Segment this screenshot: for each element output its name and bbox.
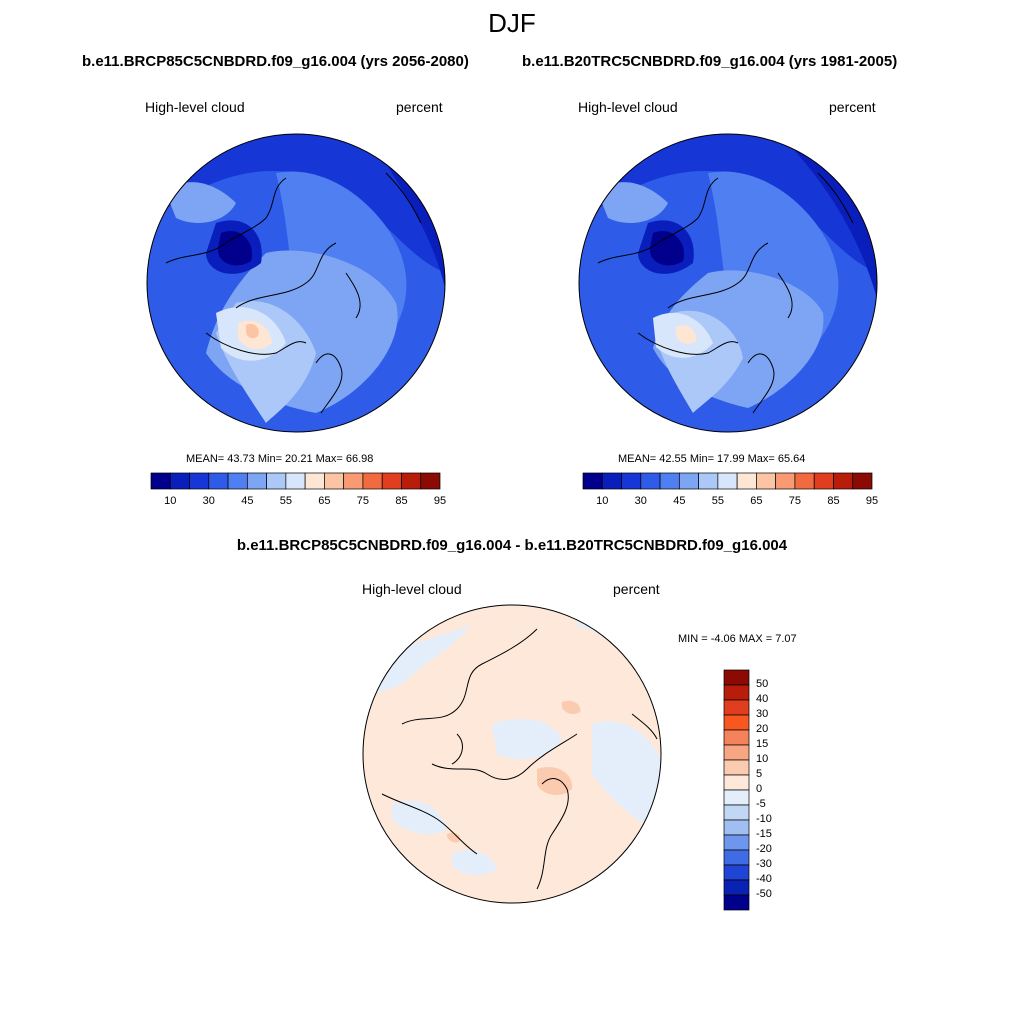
diff-colorbar-box bbox=[723, 864, 750, 881]
panel-a-colorbar-box bbox=[227, 472, 248, 490]
panel-b-colorbar-box bbox=[698, 472, 719, 490]
panel-b-colorbar-tick-label: 85 bbox=[827, 495, 840, 507]
diff-colorbar-label: -5 bbox=[756, 798, 766, 810]
panel-b-colorbar-box bbox=[736, 472, 757, 490]
diff-map bbox=[362, 604, 662, 904]
panel-b-colorbar-tick-label: 30 bbox=[634, 495, 647, 507]
panel-a-stats: MEAN= 43.73 Min= 20.21 Max= 66.98 bbox=[186, 453, 374, 465]
panel-b-colorbar-tick-label: 65 bbox=[750, 495, 763, 507]
diff-colorbar-box bbox=[723, 699, 750, 716]
panel-b-colorbar-box bbox=[621, 472, 642, 490]
panel-b-colorbar-tick-label: 75 bbox=[788, 495, 802, 507]
panel-a-colorbar-tick-label: 95 bbox=[433, 495, 447, 507]
panel-a-colorbar-tick-label: 10 bbox=[164, 495, 177, 507]
panel-a-map bbox=[146, 133, 446, 433]
diff-colorbar-box bbox=[723, 669, 750, 686]
panel-b-colorbar-box bbox=[582, 472, 603, 490]
diff-colorbar-box bbox=[723, 714, 750, 731]
panel-a-colorbar-box bbox=[189, 472, 210, 490]
panel-a-colorbar-box bbox=[324, 472, 345, 490]
panel-b-colorbar bbox=[582, 472, 873, 490]
panel-b-colorbar-ticks: 10 30 45 55 65 75 85 95 bbox=[583, 495, 878, 509]
panel-a-variable: High-level cloud bbox=[145, 99, 245, 115]
panel-b-colorbar-box bbox=[601, 472, 622, 490]
panel-a-colorbar-box bbox=[381, 472, 402, 490]
panel-b-colorbar-box bbox=[852, 472, 873, 490]
diff-colorbar-label: 10 bbox=[756, 753, 769, 765]
diff-colorbar-labels: 50 40 30 20 15 10 5 0 -5 -10 -15 -20 -30 -40 -50 bbox=[756, 670, 796, 910]
panel-a-colorbar-box bbox=[208, 472, 229, 490]
diff-colorbar-box bbox=[723, 789, 750, 806]
diff-colorbar-box bbox=[723, 804, 750, 821]
figure-title: DJF bbox=[488, 8, 536, 38]
panel-b-colorbar-box bbox=[775, 472, 796, 490]
panel-a-colorbar-tick-label: 75 bbox=[356, 495, 370, 507]
diff-colorbar-label: 5 bbox=[756, 768, 763, 780]
panel-b-colorbar-box bbox=[756, 472, 777, 490]
diff-colorbar-label: 50 bbox=[756, 678, 769, 690]
panel-b-colorbar-tick-label: 10 bbox=[596, 495, 609, 507]
panel-b-colorbar-box bbox=[833, 472, 854, 490]
panel-a-colorbar-box bbox=[285, 472, 306, 490]
diff-colorbar-box bbox=[723, 684, 750, 701]
diff-colorbar-label: -10 bbox=[756, 813, 772, 825]
diff-colorbar-box bbox=[723, 894, 750, 911]
panel-a-colorbar-box bbox=[169, 472, 190, 490]
panel-a-colorbar-box bbox=[246, 472, 267, 490]
panel-a-colorbar-box bbox=[343, 472, 364, 490]
diff-colorbar-box bbox=[723, 744, 750, 761]
diff-colorbar-box bbox=[723, 849, 750, 866]
panel-a-colorbar-box bbox=[362, 472, 383, 490]
diff-colorbar-box bbox=[723, 879, 750, 896]
diff-colorbar-box bbox=[723, 834, 750, 851]
diff-colorbar-label: -30 bbox=[756, 858, 772, 870]
panel-b-colorbar-box bbox=[659, 472, 680, 490]
panel-b-colorbar-tick-label: 45 bbox=[673, 495, 686, 507]
panel-b-case-title: b.e11.B20TRC5CNBDRD.f09_g16.004 (yrs 198… bbox=[522, 53, 898, 70]
panel-a-colorbar-tick-label: 65 bbox=[318, 495, 331, 507]
panel-a-colorbar bbox=[150, 472, 441, 490]
diff-colorbar-label: -20 bbox=[756, 843, 772, 855]
diff-colorbar-box bbox=[723, 774, 750, 791]
panel-a-colorbar-tick-label: 85 bbox=[395, 495, 408, 507]
diff-colorbar-label: -40 bbox=[756, 873, 772, 885]
panel-b-map bbox=[578, 133, 878, 433]
diff-units: percent bbox=[613, 581, 660, 597]
panel-b-colorbar-box bbox=[813, 472, 834, 490]
panel-a-colorbar-box bbox=[420, 472, 441, 490]
panel-a-colorbar-box bbox=[401, 472, 422, 490]
panel-a-units: percent bbox=[396, 99, 443, 115]
panel-a-colorbar-box bbox=[150, 472, 171, 490]
panel-b-colorbar-box bbox=[678, 472, 699, 490]
diff-colorbar-label: 15 bbox=[756, 738, 769, 750]
panel-a-colorbar-tick-label: 45 bbox=[241, 495, 254, 507]
diff-colorbar bbox=[723, 669, 750, 911]
panel-a-colorbar-box bbox=[266, 472, 287, 490]
diff-stats: MIN = -4.06 MAX = 7.07 bbox=[678, 633, 797, 645]
panel-a-colorbar-tick-label: 30 bbox=[202, 495, 215, 507]
diff-colorbar-label: 30 bbox=[756, 708, 769, 720]
panel-b-colorbar-box bbox=[640, 472, 661, 490]
diff-colorbar-label: 0 bbox=[756, 783, 763, 795]
diff-colorbar-box bbox=[723, 759, 750, 776]
panel-a-colorbar-box bbox=[304, 472, 325, 490]
diff-variable: High-level cloud bbox=[362, 581, 462, 597]
panel-a-colorbar-ticks: 10 30 45 55 65 75 85 95 bbox=[151, 495, 446, 509]
panel-b-colorbar-tick-label: 55 bbox=[711, 495, 724, 507]
panel-b-units: percent bbox=[829, 99, 876, 115]
panel-b-colorbar-tick-label: 95 bbox=[865, 495, 879, 507]
panel-b-stats: MEAN= 42.55 Min= 17.99 Max= 65.64 bbox=[618, 453, 806, 465]
diff-colorbar-box bbox=[723, 819, 750, 836]
diff-colorbar-label: -15 bbox=[756, 828, 772, 840]
diff-colorbar-label: 20 bbox=[756, 723, 769, 735]
diff-colorbar-label: 40 bbox=[756, 693, 769, 705]
panel-a-case-title: b.e11.BRCP85C5CNBDRD.f09_g16.004 (yrs 20… bbox=[82, 53, 469, 70]
panel-b-colorbar-box bbox=[794, 472, 815, 490]
diff-colorbar-box bbox=[723, 729, 750, 746]
diff-colorbar-label: -50 bbox=[756, 888, 772, 900]
panel-b-colorbar-box bbox=[717, 472, 738, 490]
panel-b-variable: High-level cloud bbox=[578, 99, 678, 115]
panel-a-colorbar-tick-label: 55 bbox=[279, 495, 292, 507]
diff-case-title: b.e11.BRCP85C5CNBDRD.f09_g16.004 - b.e11… bbox=[236, 537, 788, 554]
